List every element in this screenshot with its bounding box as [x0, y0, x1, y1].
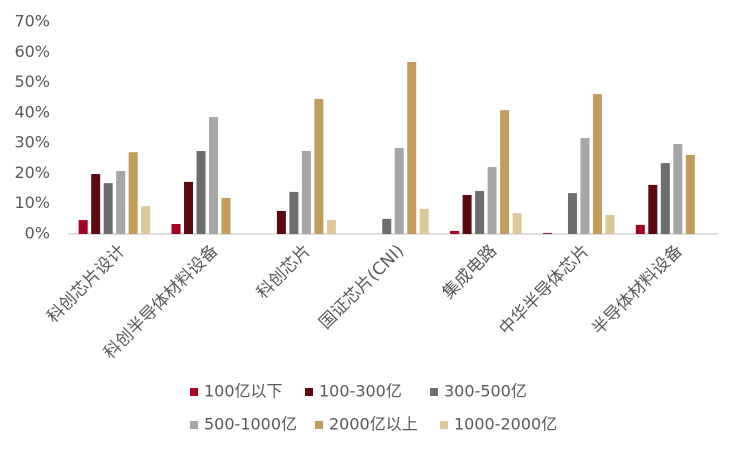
- legend-label: 1000-2000亿: [454, 415, 557, 434]
- bar: [660, 163, 670, 234]
- bar: [567, 193, 577, 234]
- bar: [580, 137, 590, 234]
- bar: [450, 230, 460, 234]
- bar: [196, 151, 206, 234]
- legend-swatch: [305, 388, 313, 396]
- bar: [171, 224, 181, 234]
- bar: [91, 174, 101, 234]
- bar: [301, 151, 311, 234]
- bar: [276, 210, 286, 234]
- legend-swatch: [315, 421, 323, 429]
- legend-swatch: [430, 388, 438, 396]
- legend-label: 300-500亿: [444, 382, 527, 401]
- bar: [141, 206, 151, 234]
- y-tick-label: 70%: [14, 12, 50, 31]
- x-tick-label: 国证芯片(CNI): [316, 241, 409, 334]
- bar: [382, 218, 392, 234]
- bar: [326, 220, 336, 234]
- legend-swatch: [190, 421, 198, 429]
- bar: [542, 233, 552, 234]
- legend-label: 500-1000亿: [204, 415, 297, 434]
- bar: [116, 171, 126, 234]
- x-tick-label: 半导体材料设备: [588, 241, 686, 339]
- x-tick-label: 中华半导体芯片: [495, 241, 593, 339]
- bar: [128, 152, 138, 234]
- y-tick-label: 20%: [14, 163, 50, 182]
- x-tick-label: 科创芯片: [253, 241, 315, 303]
- bar: [512, 213, 522, 234]
- bar: [635, 224, 645, 234]
- bar: [500, 110, 510, 234]
- bar: [78, 220, 88, 234]
- bar: [592, 94, 602, 234]
- y-tick-label: 50%: [14, 72, 50, 91]
- bar: [648, 184, 658, 234]
- legend-label: 100-300亿: [319, 382, 402, 401]
- bar: [209, 117, 219, 234]
- bar: [462, 194, 472, 234]
- legend-label: 100亿以下: [204, 382, 283, 401]
- legend-swatch: [190, 388, 198, 396]
- y-tick-label: 10%: [14, 193, 50, 212]
- bar: [673, 144, 683, 234]
- bar: [487, 167, 497, 234]
- y-tick-label: 30%: [14, 133, 50, 152]
- bar: [289, 191, 299, 234]
- bar: [314, 98, 324, 234]
- legend-swatch: [440, 421, 448, 429]
- bar: [103, 183, 113, 234]
- y-tick-label: 40%: [14, 102, 50, 121]
- bar: [605, 214, 615, 234]
- bar: [407, 61, 417, 234]
- bar: [475, 190, 485, 234]
- x-tick-label: 集成电路: [439, 241, 501, 303]
- bar: [221, 197, 231, 234]
- y-tick-label: 60%: [14, 42, 50, 61]
- bar: [419, 208, 429, 234]
- y-tick-label: 0%: [25, 224, 50, 243]
- bar: [685, 154, 695, 234]
- bar: [394, 147, 404, 234]
- bar: [184, 181, 194, 234]
- x-tick-label: 科创芯片设计: [43, 241, 129, 327]
- legend-label: 2000亿以上: [329, 415, 418, 434]
